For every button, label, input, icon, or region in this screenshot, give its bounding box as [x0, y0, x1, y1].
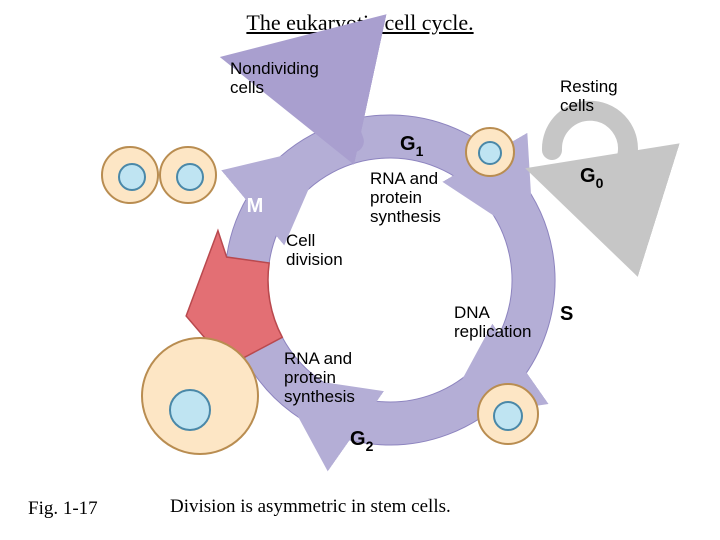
svg-text:Nondividing: Nondividing: [230, 59, 319, 78]
svg-text:synthesis: synthesis: [370, 207, 441, 226]
svg-text:cells: cells: [560, 96, 594, 115]
g1-phase-cell: [466, 128, 514, 176]
svg-text:protein: protein: [370, 188, 422, 207]
diagram-container: { "title": "The eukaryotic cell cycle.",…: [0, 0, 720, 540]
svg-text:protein: protein: [284, 368, 336, 387]
s-phase-cell: [478, 384, 538, 444]
svg-text:Resting: Resting: [560, 77, 618, 96]
svg-text:synthesis: synthesis: [284, 387, 355, 406]
svg-text:replication: replication: [454, 322, 532, 341]
daughter-cell-left: [102, 147, 158, 203]
m-label: M: [247, 195, 264, 217]
svg-text:DNA: DNA: [454, 303, 491, 322]
svg-text:RNA and: RNA and: [284, 349, 352, 368]
svg-text:division: division: [286, 250, 343, 269]
g2-large-cell: [142, 338, 258, 454]
rna-protein-synthesis-g2-label: RNA andproteinsynthesis: [284, 349, 355, 406]
rna-protein-synthesis-g1-label: RNA andproteinsynthesis: [370, 169, 441, 226]
s-label: S: [560, 303, 573, 325]
cell-cycle-svg: MG1SG2G0NondividingcellsRestingcellsRNA …: [0, 0, 720, 540]
svg-text:S: S: [560, 303, 573, 325]
nondividing-branch-arrow: [280, 70, 353, 141]
svg-text:Cell: Cell: [286, 231, 315, 250]
svg-text:cells: cells: [230, 78, 264, 97]
cell-division-label: Celldivision: [286, 231, 343, 269]
svg-text:RNA and: RNA and: [370, 169, 438, 188]
daughter-cell-right: [160, 147, 216, 203]
